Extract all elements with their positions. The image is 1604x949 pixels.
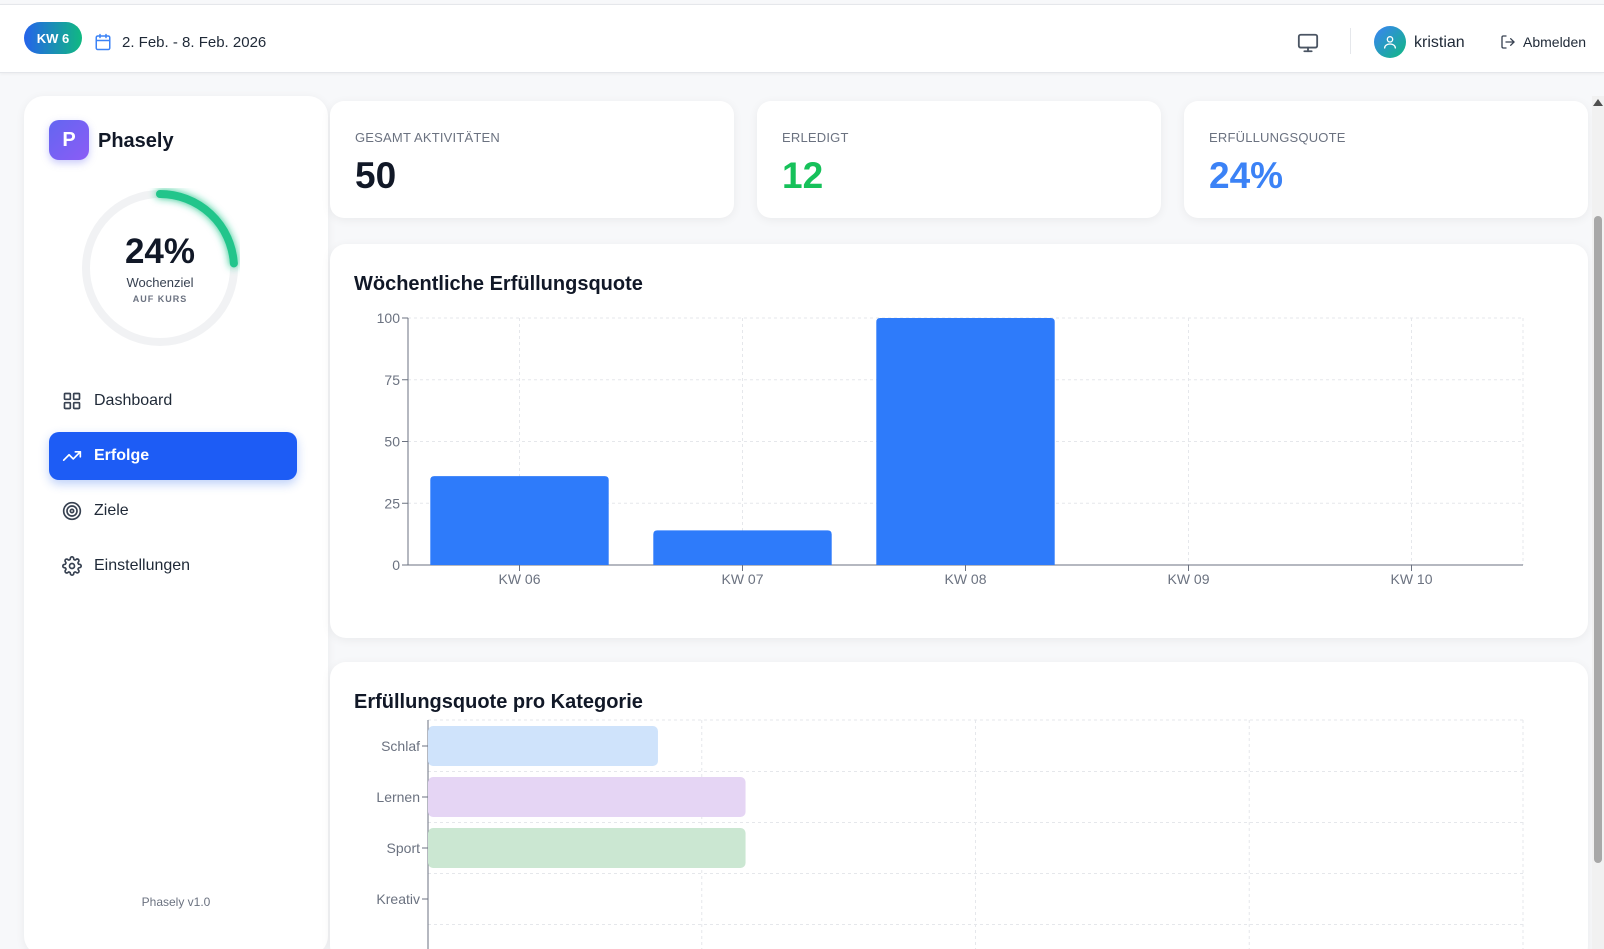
nav-label-ziele: Ziele — [94, 502, 129, 519]
stat-card-rate: ERFÜLLUNGSQUOTE 24% — [1184, 101, 1588, 218]
logout-icon — [1501, 35, 1515, 49]
y-tick-label: 25 — [384, 495, 400, 511]
logout-button[interactable]: Abmelden — [1500, 34, 1586, 50]
toolbar-divider — [1350, 28, 1351, 54]
top-bar: KW 6 2. Feb. - 8. Feb. 2026 kristian Abm… — [0, 4, 1604, 73]
y-tick-label: Sport — [387, 840, 421, 856]
target-icon — [62, 501, 82, 521]
sidebar: P Phasely 24% Wochenziel AUF KURS Dashbo… — [24, 96, 328, 949]
bar — [428, 777, 746, 817]
category-chart-card: Erfüllungsquote pro Kategorie Schlaf Lern… — [330, 662, 1588, 949]
stat-label-total: GESAMT AKTIVITÄTEN — [355, 130, 500, 145]
nav-item-dashboard[interactable]: Dashboard — [49, 377, 297, 425]
y-tick-label: Kreativ — [376, 891, 420, 907]
category-chart: Schlaf Lernen Sport Kreativ — [376, 719, 1524, 949]
weekly-goal-ring — [82, 190, 238, 346]
stat-card-done: ERLEDIGT 12 — [757, 101, 1161, 218]
y-tick-label: 100 — [377, 310, 401, 326]
username: kristian — [1414, 34, 1465, 51]
stat-value-done: 12 — [782, 155, 824, 196]
y-tick-label: Schlaf — [381, 738, 420, 754]
nav-item-einstellungen[interactable]: Einstellungen — [49, 542, 297, 590]
stat-label-rate: ERFÜLLUNGSQUOTE — [1209, 130, 1346, 145]
nav-label-einstellungen: Einstellungen — [94, 557, 191, 574]
goal-label: Wochenziel — [126, 275, 194, 290]
brand-logo[interactable]: P — [49, 120, 89, 160]
bar — [428, 726, 658, 766]
y-tick-label: 0 — [392, 557, 400, 573]
goal-status: AUF KURS — [132, 294, 188, 304]
avatar[interactable] — [1374, 26, 1406, 58]
weekly-chart-card: Wöchentliche Erfüllungsquote 0 25 50 75 100 K… — [330, 244, 1588, 638]
y-tick-label: 50 — [384, 434, 400, 450]
stat-label-done: ERLEDIGT — [782, 130, 849, 145]
week-badge[interactable]: KW 6 — [24, 22, 82, 54]
app-version: Phasely v1.0 — [141, 895, 211, 909]
x-tick-label: KW 09 — [1167, 571, 1209, 587]
stat-value-rate: 24% — [1209, 155, 1284, 196]
category-chart-title: Erfüllungsquote pro Kategorie — [354, 691, 643, 713]
trending-up-icon — [62, 451, 82, 461]
nav-label-dashboard: Dashboard — [94, 392, 173, 409]
brand-name[interactable]: Phasely — [98, 130, 174, 152]
bar — [428, 828, 746, 868]
calendar-icon[interactable] — [94, 33, 112, 51]
y-tick-label: 75 — [384, 372, 400, 388]
nav-item-erfolge[interactable]: Erfolge — [49, 432, 297, 480]
y-tick-label: Lernen — [376, 789, 420, 805]
bar — [876, 318, 1055, 565]
x-tick-label: KW 10 — [1390, 571, 1432, 587]
x-tick-label: KW 06 — [498, 571, 540, 587]
weekly-chart: 0 25 50 75 100 KW 06 KW 07 KW 08 KW 09 KW 10 — [377, 310, 1524, 587]
stat-card-total: GESAMT AKTIVITÄTEN 50 — [330, 101, 734, 218]
weekly-chart-title: Wöchentliche Erfüllungsquote — [354, 273, 643, 295]
gear-icon — [62, 556, 82, 576]
user-icon — [1384, 36, 1396, 49]
x-tick-label: KW 07 — [721, 571, 763, 587]
bar — [653, 530, 832, 565]
grid-icon — [63, 392, 81, 410]
goal-progress-arc — [82, 190, 238, 346]
scrollbar-thumb[interactable] — [1594, 216, 1602, 863]
nav-item-ziele[interactable]: Ziele — [49, 487, 297, 535]
logout-label: Abmelden — [1523, 34, 1587, 50]
nav-label-erfolge: Erfolge — [94, 447, 150, 464]
scroll-up-arrow[interactable] — [1593, 99, 1603, 106]
goal-percent: 24% — [124, 232, 196, 271]
monitor-icon[interactable] — [1297, 32, 1319, 54]
stat-value-total: 50 — [355, 155, 397, 196]
date-range: 2. Feb. - 8. Feb. 2026 — [122, 34, 267, 51]
bar — [430, 476, 609, 565]
x-tick-label: KW 08 — [944, 571, 986, 587]
